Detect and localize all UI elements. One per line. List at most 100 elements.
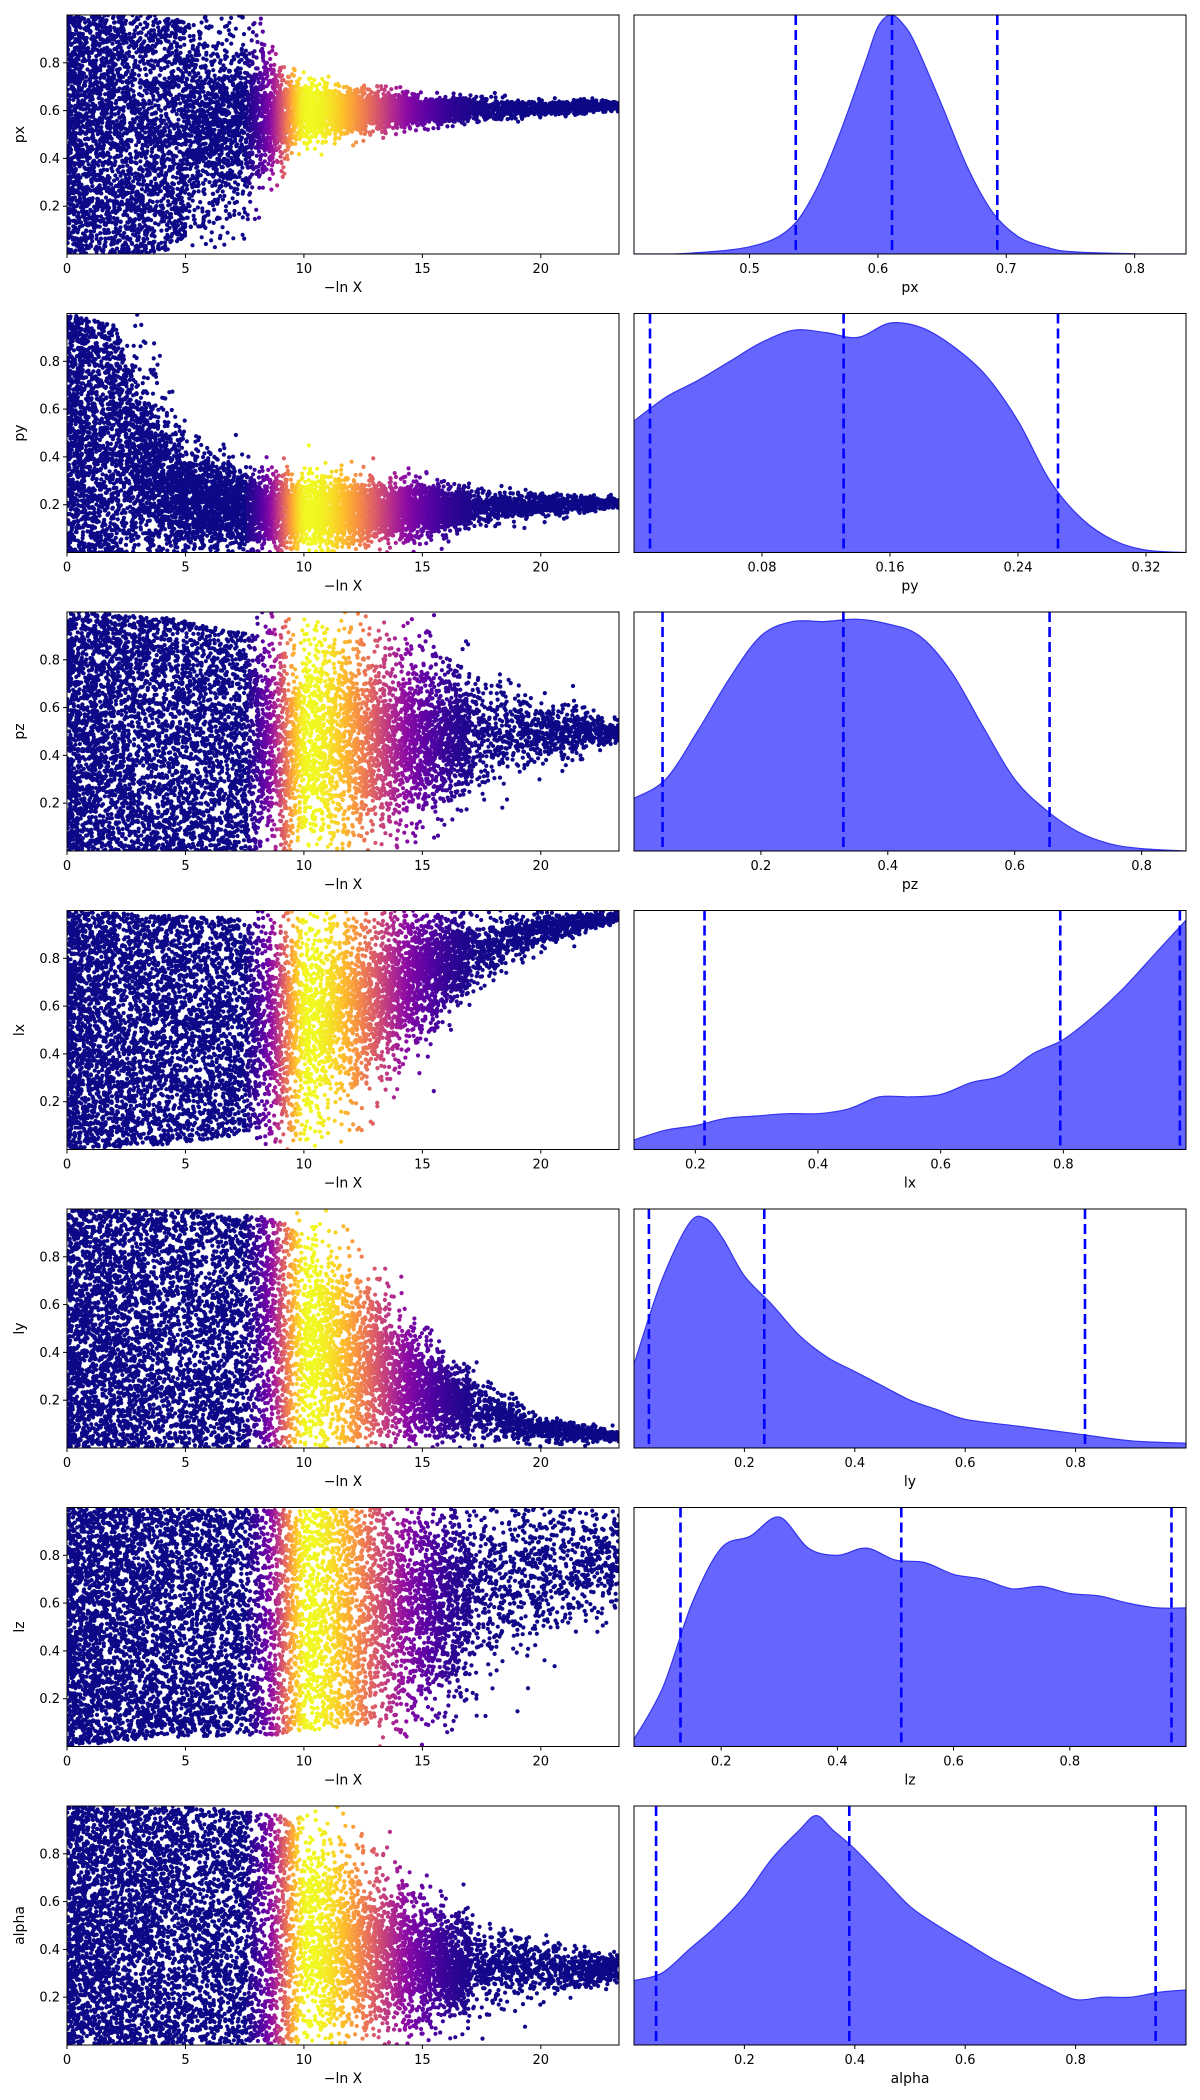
sample-point-px-3827 [197, 158, 201, 162]
sample-point-px-3077 [110, 66, 114, 70]
sample-point-px-4057 [118, 125, 122, 129]
sample-point-px-3240 [179, 201, 183, 205]
sample-point-px-2088 [189, 225, 193, 229]
sample-point-px-1389 [131, 179, 135, 183]
sample-point-px-3696 [176, 108, 180, 112]
sample-point-px-3784 [195, 99, 199, 103]
sample-point-px-3973 [214, 164, 218, 168]
sample-point-px-3370 [152, 65, 156, 69]
sample-point-px-2066 [148, 199, 152, 203]
sample-point-px-4103 [125, 198, 129, 202]
sample-point-px-4953 [479, 95, 483, 99]
sample-point-px-3364 [234, 68, 238, 72]
sample-point-px-3895 [218, 69, 222, 73]
sample-point-px-3671 [128, 152, 132, 156]
sample-point-px-2991 [109, 161, 113, 165]
sample-point-px-3666 [68, 218, 72, 222]
sample-point-px-213 [178, 101, 182, 105]
sample-point-px-1892 [102, 168, 106, 172]
sample-point-px-4074 [148, 84, 152, 88]
sample-point-px-4081 [160, 150, 164, 154]
sample-point-px-3959 [124, 72, 128, 76]
sample-point-px-3857 [201, 159, 205, 163]
sample-point-px-3795 [228, 32, 232, 36]
sample-point-px-3658 [113, 160, 117, 164]
sample-point-px-1902 [117, 86, 121, 90]
sample-point-px-1270 [198, 95, 202, 99]
sample-point-px-3853 [92, 21, 96, 25]
sample-point-px-3714 [116, 143, 120, 147]
sample-point-px-3573 [132, 32, 136, 36]
sample-point-px-3773 [166, 125, 170, 129]
sample-point-px-3182 [158, 138, 162, 142]
sample-point-px-2905 [167, 219, 171, 223]
sample-point-px-4101 [214, 199, 218, 203]
sample-point-px-4148 [134, 154, 138, 158]
sample-point-px-2997 [213, 183, 217, 187]
sample-point-px-3352 [138, 159, 142, 163]
sample-point-px-3285 [71, 242, 75, 246]
sample-point-px-3899 [66, 241, 70, 245]
sample-point-px-1991 [212, 221, 216, 225]
sample-point-px-3497 [178, 213, 182, 217]
sample-point-px-2648 [116, 201, 120, 205]
sample-point-px-2427 [106, 220, 110, 224]
sample-point-px-3380 [175, 44, 179, 48]
sample-point-px-1788 [90, 184, 94, 188]
sample-point-px-2765 [218, 194, 222, 198]
sample-point-px-4031 [220, 91, 224, 95]
sample-point-px-4098 [145, 136, 149, 140]
sample-point-px-3920 [241, 130, 245, 134]
sample-point-px-2652 [121, 250, 125, 254]
sample-point-px-4005 [193, 114, 197, 118]
sample-point-px-3236 [117, 116, 121, 120]
sample-point-px-3870 [212, 128, 216, 132]
sample-point-px-3560 [92, 62, 96, 66]
sample-point-px-932 [213, 245, 217, 249]
sample-point-px-2514 [211, 192, 215, 196]
sample-point-px-4039 [166, 190, 170, 194]
sample-point-px-4140 [73, 195, 77, 199]
sample-point-px-2400 [197, 189, 201, 193]
sample-point-px-1751 [94, 17, 98, 21]
sample-point-px-3428 [170, 135, 174, 139]
sample-point-px-4061 [74, 24, 78, 28]
sample-point-px-4034 [93, 216, 97, 220]
sample-point-px-3868 [76, 174, 80, 178]
sample-point-px-4041 [121, 195, 125, 199]
sample-point-px-1429 [113, 112, 117, 116]
sample-point-px-4009 [141, 175, 145, 179]
sample-point-px-3974 [204, 19, 208, 23]
sample-point-px-4062 [106, 175, 110, 179]
sample-point-px-3393 [190, 109, 194, 113]
sample-point-px-3955 [207, 160, 211, 164]
sample-point-px-4030 [106, 53, 110, 57]
sample-point-px-3522 [220, 124, 224, 128]
sample-point-px-2317 [173, 219, 177, 223]
sample-point-px-4066 [77, 243, 81, 247]
sample-point-px-2393 [152, 97, 156, 101]
sample-point-px-4045 [146, 49, 150, 53]
sample-point-px-4112 [183, 181, 187, 185]
sample-point-px-3034 [227, 119, 231, 123]
sample-point-px-3674 [165, 228, 169, 232]
sample-point-px-3226 [217, 158, 221, 162]
sample-point-px-4095 [193, 184, 197, 188]
sample-point-px-3293 [197, 124, 201, 128]
sample-point-px-2794 [231, 81, 235, 85]
sample-point-px-3884 [220, 165, 224, 169]
sample-point-px-3458 [182, 174, 186, 178]
sample-point-px-4109 [216, 105, 220, 109]
sample-point-px-3318 [239, 67, 243, 71]
sample-point-px-3158 [101, 150, 105, 154]
sample-point-px-3421 [120, 140, 124, 144]
sample-point-px-4122 [97, 187, 101, 191]
sample-point-px-3011 [186, 202, 190, 206]
sample-point-px-3173 [125, 184, 129, 188]
sample-point-px-3927 [176, 125, 180, 129]
sample-point-px-2250 [218, 184, 222, 188]
sample-point-px-2986 [116, 31, 120, 35]
sample-point-px-3642 [139, 79, 143, 83]
sample-point-px-4080 [72, 212, 76, 216]
sample-point-px-550 [224, 209, 228, 213]
